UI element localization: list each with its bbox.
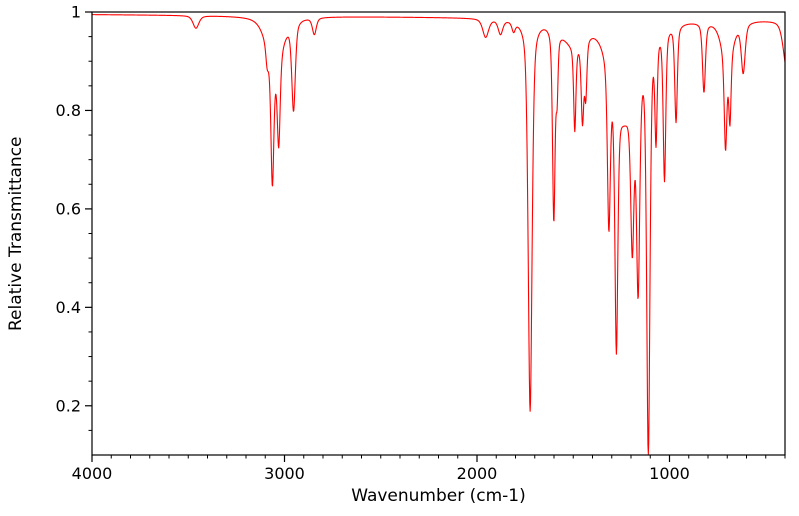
y-tick-label: 0.8 [56,101,81,120]
x-axis-title: Wavenumber (cm-1) [351,486,526,506]
y-tick-label: 0.4 [56,298,81,317]
x-tick-label: 2000 [457,464,498,483]
plot-frame [91,11,786,456]
y-axis-title: Relative Transmittance [6,136,26,331]
y-tick-label: 0.2 [56,396,81,415]
spectrum-line [91,14,786,455]
y-tick-label: 1 [71,3,81,22]
y-tick-label: 0.6 [56,199,81,218]
x-tick-label: 4000 [72,464,113,483]
x-tick-label: 3000 [264,464,305,483]
x-tick-label: 1000 [649,464,690,483]
